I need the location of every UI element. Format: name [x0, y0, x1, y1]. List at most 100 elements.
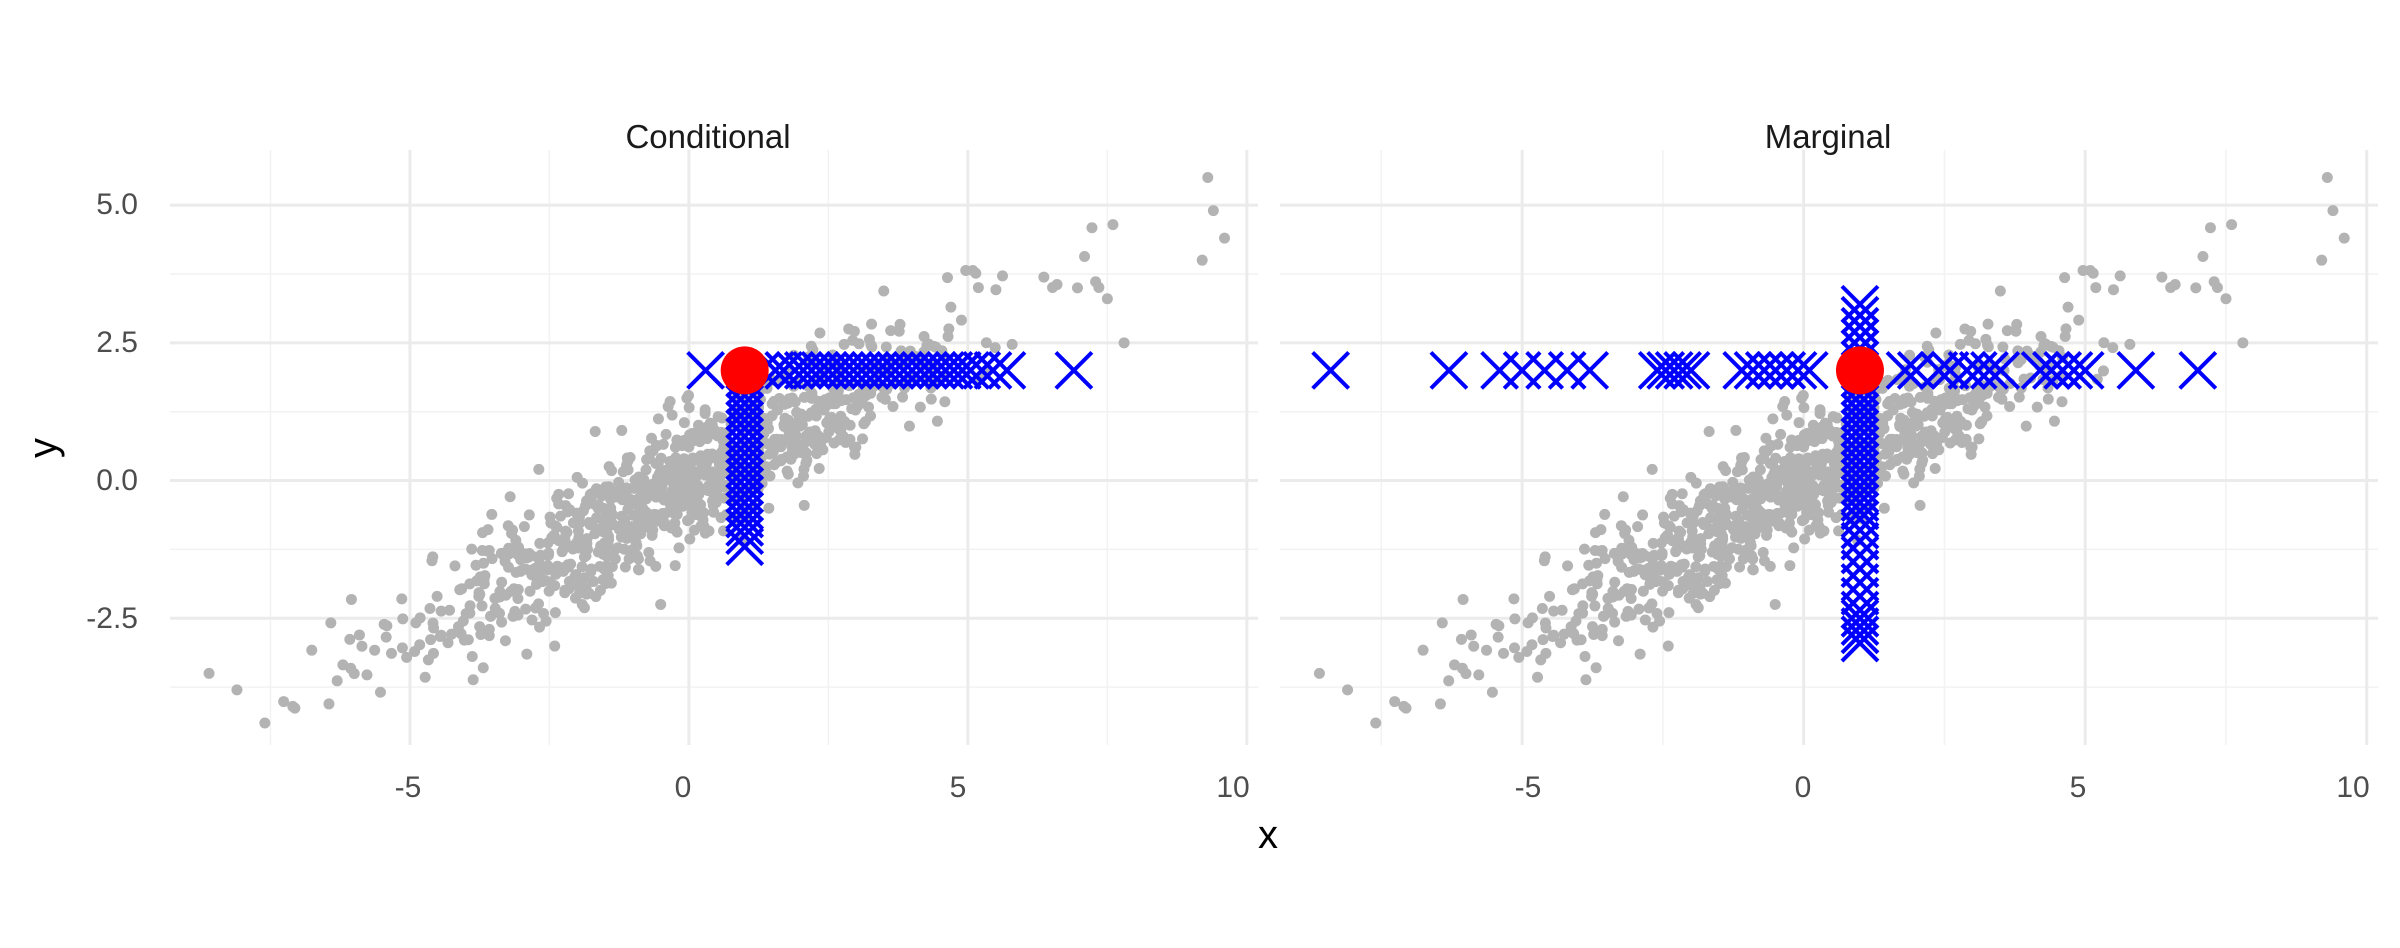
data-point — [795, 408, 807, 420]
data-point — [813, 462, 825, 474]
data-point — [1766, 488, 1778, 500]
data-point — [1976, 416, 1988, 428]
data-point — [520, 603, 532, 615]
data-point — [1814, 408, 1826, 420]
data-point — [1589, 544, 1601, 556]
data-point — [1960, 419, 1972, 431]
data-point — [1962, 403, 1974, 415]
data-point — [1767, 458, 1779, 470]
data-point — [939, 396, 951, 408]
data-point — [287, 700, 299, 712]
data-point — [1904, 420, 1916, 432]
data-point — [1921, 340, 1933, 352]
data-point — [1735, 522, 1747, 534]
data-point — [454, 584, 466, 596]
data-point — [1617, 491, 1629, 503]
data-point — [1891, 453, 1903, 465]
data-point — [624, 452, 636, 464]
data-point — [859, 416, 871, 428]
data-point — [1876, 382, 1888, 394]
data-point — [1599, 508, 1611, 520]
draw-marker — [1840, 607, 1880, 646]
data-point — [1809, 499, 1821, 511]
data-point — [507, 610, 519, 622]
data-point — [508, 583, 520, 595]
gridlines — [170, 150, 1258, 745]
data-point — [609, 553, 621, 565]
data-point — [716, 412, 728, 424]
data-point — [2190, 282, 2202, 294]
data-point — [1498, 647, 1510, 659]
panel-title-marginal: Marginal — [1765, 118, 1892, 155]
draw-marker — [686, 350, 726, 390]
data-point — [499, 635, 511, 647]
data-point — [1460, 668, 1472, 680]
data-point — [585, 565, 597, 577]
data-point — [666, 502, 678, 514]
data-point — [834, 433, 846, 445]
draw-marker — [1840, 284, 1880, 324]
data-point — [531, 564, 543, 576]
data-point — [684, 533, 696, 545]
data-point — [1799, 533, 1811, 545]
data-point — [781, 465, 793, 477]
data-point — [1733, 543, 1745, 555]
data-point — [1917, 454, 1929, 466]
draw-marker — [1981, 350, 2021, 390]
data-point — [544, 511, 556, 523]
data-point — [813, 395, 825, 407]
data-point — [640, 464, 652, 476]
data-point — [846, 403, 858, 415]
data-point — [678, 417, 690, 429]
y-axis-title: y — [21, 438, 65, 458]
data-point — [876, 391, 888, 403]
data-point — [1655, 564, 1667, 576]
data-point — [1573, 608, 1585, 620]
data-point — [2073, 314, 2085, 326]
draw-marker — [1930, 350, 1970, 390]
data-point — [990, 284, 1002, 296]
data-point — [1575, 634, 1587, 646]
data-point — [2059, 272, 2071, 284]
data-point — [1807, 419, 1819, 431]
data-point — [462, 634, 474, 646]
data-point — [660, 428, 672, 440]
data-point — [1902, 441, 1914, 453]
draw-marker — [973, 350, 1013, 390]
data-point — [562, 559, 574, 571]
data-point — [435, 605, 447, 617]
data-point — [772, 404, 784, 416]
draw-marker — [1778, 350, 1818, 390]
data-point — [825, 411, 837, 423]
data-point — [2124, 338, 2136, 350]
data-point — [1521, 645, 1533, 657]
data-point — [397, 613, 409, 625]
data-point — [1644, 564, 1656, 576]
data-point — [1590, 662, 1602, 674]
data-point — [897, 391, 909, 403]
data-point — [1758, 516, 1770, 528]
data-point — [1951, 433, 1963, 445]
data-point — [669, 560, 681, 572]
data-point — [1831, 412, 1843, 424]
data-point — [699, 408, 711, 420]
data-point — [1713, 537, 1725, 549]
data-point — [848, 325, 860, 337]
data-point — [380, 631, 392, 643]
data-point — [925, 393, 937, 405]
data-point — [2165, 281, 2177, 293]
data-point — [1578, 543, 1590, 555]
data-point — [1929, 462, 1941, 474]
data-point — [588, 575, 600, 587]
data-point — [533, 463, 545, 475]
data-point — [1965, 325, 1977, 337]
data-point — [814, 327, 826, 339]
data-point — [1609, 616, 1621, 628]
data-point — [563, 576, 575, 588]
data-point — [564, 504, 576, 516]
data-point — [549, 607, 561, 619]
data-point — [1706, 502, 1718, 514]
data-point — [1777, 401, 1789, 413]
data-point — [496, 616, 508, 628]
data-point — [1764, 560, 1776, 572]
